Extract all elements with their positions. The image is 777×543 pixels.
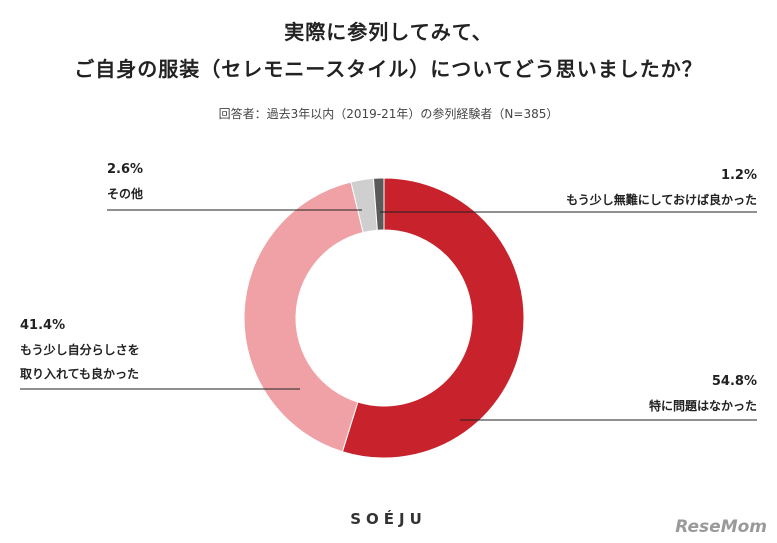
chart-title-line2: ご自身の服装（セレモニースタイル）についてどう思いましたか？ (74, 57, 703, 81)
label-safer: 1.2% もう少し無難にしておけば良かった (566, 164, 757, 212)
resemom-watermark: ReseMom (675, 517, 767, 537)
donut-slice-1 (243, 181, 364, 453)
donut-slices (243, 177, 525, 459)
chart-title-line1: 実際に参列してみて、 (284, 20, 493, 44)
chart-subtitle: 回答者：過去3年以内（2019-21年）の参列経験者（N=385） (218, 107, 559, 121)
label-safer-pct: 1.2% (720, 168, 757, 183)
label-more-self: 41.4% もう少し自分らしさを 取り入れても良かった (20, 314, 140, 386)
donut-slice-0 (341, 177, 525, 459)
label-safer-text: もう少し無難にしておけば良かった (566, 193, 757, 207)
label-other-text: その他 (107, 187, 144, 201)
donut-slice-3 (372, 177, 385, 231)
label-problem-none-text: 特に問題はなかった (648, 399, 757, 413)
label-other: 2.6% その他 (107, 158, 143, 206)
soeju-logo: SOÉJU (350, 510, 427, 528)
label-more-self-line1: もう少し自分らしさを (20, 343, 140, 357)
label-other-pct: 2.6% (107, 162, 144, 177)
label-problem-none-pct: 54.8% (711, 374, 757, 389)
label-problem-none: 54.8% 特に問題はなかった (649, 370, 757, 418)
label-more-self-pct: 41.4% (20, 318, 66, 333)
label-more-self-line2: 取り入れても良かった (20, 367, 140, 381)
